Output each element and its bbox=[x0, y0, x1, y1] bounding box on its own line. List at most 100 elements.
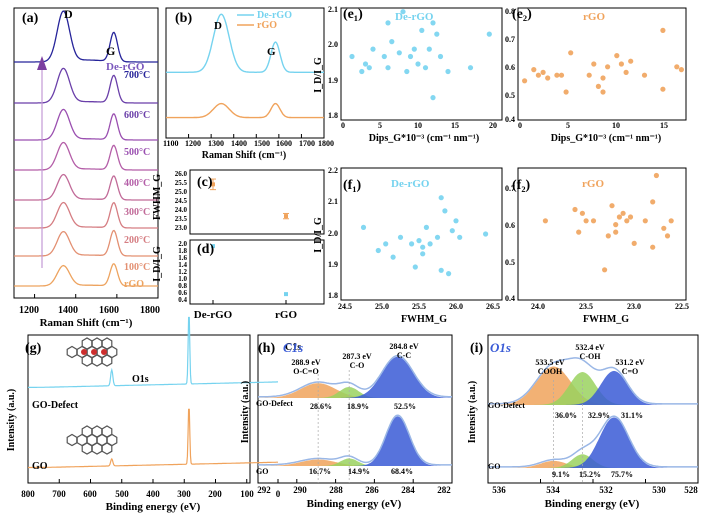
panel-i-peak-name: COOH bbox=[538, 367, 563, 376]
data-point bbox=[407, 53, 414, 60]
data-point bbox=[446, 271, 452, 277]
panel-b-xtick: 1600 bbox=[276, 139, 292, 148]
panel-f2-frame bbox=[517, 167, 687, 301]
panel-c-frame bbox=[189, 169, 325, 235]
data-point bbox=[375, 247, 381, 254]
panel-a-label: (a) bbox=[22, 11, 39, 26]
panel-b-label: (b) bbox=[175, 11, 192, 26]
panel-i-trace-label-defect: GO-Defect bbox=[488, 401, 525, 410]
panel-e1-xtick: 20 bbox=[489, 121, 497, 130]
panel-a-temp-200: 200°C bbox=[124, 235, 150, 246]
data-point bbox=[616, 214, 623, 220]
data-point bbox=[568, 50, 574, 56]
panel-f1-frame bbox=[340, 167, 503, 301]
panel-h-xtick: 288 bbox=[329, 485, 343, 495]
data-point bbox=[660, 86, 666, 92]
panel-d-ytick: 1.8 bbox=[178, 247, 187, 255]
panel-a-peak-g: G bbox=[106, 44, 115, 58]
panel-g-trace-label-go: GO bbox=[32, 461, 48, 472]
o1s-go-component bbox=[488, 460, 698, 468]
panel-c-ytick: 24.0 bbox=[175, 206, 188, 214]
data-point bbox=[385, 20, 391, 26]
panel-i-pct: 36.0% bbox=[555, 411, 577, 420]
data-point bbox=[576, 229, 582, 235]
data-point bbox=[396, 50, 402, 56]
panel-f1-ytick: 1.9 bbox=[328, 260, 338, 269]
panel-c-ytick: 23.5 bbox=[175, 215, 188, 223]
panel-f1-ytick: 2.1 bbox=[328, 197, 338, 206]
data-point bbox=[438, 267, 444, 273]
data-point bbox=[579, 210, 586, 216]
panel-h-peak-name: C-O bbox=[350, 361, 365, 370]
data-point bbox=[624, 218, 630, 224]
data-point bbox=[605, 233, 611, 239]
data-point bbox=[563, 89, 569, 95]
defect-site-icon bbox=[91, 349, 97, 355]
data-point bbox=[438, 195, 444, 201]
data-point bbox=[359, 68, 365, 75]
panel-f2-ytick: 0.4 bbox=[505, 294, 515, 303]
data-point bbox=[642, 218, 648, 224]
panel-b-peak-g: G bbox=[267, 46, 276, 58]
panel-h-trace-label-defect: GO-Defect bbox=[256, 399, 293, 408]
panel-f1-xtick: 26.5 bbox=[486, 302, 500, 311]
c1s-defect-component bbox=[258, 356, 452, 398]
data-point bbox=[411, 46, 417, 52]
panel-g-xtick: 400 bbox=[146, 489, 160, 499]
data-point bbox=[627, 214, 634, 220]
data-point bbox=[349, 53, 355, 60]
panel-e1-ytick: 2.1 bbox=[328, 5, 338, 14]
panel-c-ytick: 25.0 bbox=[175, 188, 188, 196]
panel-h-xlabel: Binding energy (eV) bbox=[307, 498, 402, 510]
panel-a-xtick: 1200 bbox=[19, 305, 39, 316]
raman-curve bbox=[14, 201, 158, 229]
panel-c-ytick: 26.0 bbox=[175, 170, 188, 178]
panel-e1-xtick: 15 bbox=[451, 121, 459, 130]
raman-curve bbox=[14, 108, 158, 141]
data-point bbox=[554, 72, 560, 78]
panel-h-peak-energy: 287.3 eV bbox=[342, 352, 372, 361]
raman-curve bbox=[14, 173, 158, 201]
hexagon bbox=[66, 433, 78, 447]
panel-e1-ytick: 2.0 bbox=[328, 40, 338, 49]
data-point bbox=[434, 234, 441, 240]
graphene-defect-molecule-icon bbox=[66, 337, 118, 367]
o1s-defect-component bbox=[488, 366, 698, 405]
panel-e1-ytick: 1.8 bbox=[328, 111, 338, 120]
panel-e1-frame bbox=[340, 7, 503, 121]
data-point bbox=[442, 208, 448, 214]
data-point bbox=[383, 241, 389, 247]
panel-g-ylabel: Intensity (a.u.) bbox=[6, 389, 17, 452]
data-point bbox=[419, 27, 425, 33]
data-point bbox=[415, 61, 421, 67]
panel-d-ytick: 0.6 bbox=[178, 289, 187, 297]
xps-survey-curve bbox=[28, 408, 278, 469]
defect-site-icon bbox=[101, 349, 107, 355]
data-point bbox=[623, 69, 629, 75]
panel-h-peak-energy: 284.8 eV bbox=[389, 342, 419, 351]
raman-curve bbox=[14, 263, 158, 287]
data-point bbox=[600, 89, 606, 95]
raman-curve bbox=[14, 229, 158, 257]
panel-i-peak-name: C-OH bbox=[580, 352, 602, 361]
panel-f2-xtick: 23.0 bbox=[627, 302, 641, 311]
data-point bbox=[631, 240, 637, 246]
panel-b-legend-rgo: rGO bbox=[257, 20, 277, 31]
panel-d-ytick: 1.2 bbox=[178, 268, 187, 276]
panel-d-frame bbox=[189, 239, 325, 305]
data-point bbox=[558, 72, 565, 78]
arrow-head-icon bbox=[37, 56, 47, 70]
data-point bbox=[591, 61, 597, 67]
panel-f2-ytick: 0.5 bbox=[505, 258, 515, 267]
panel-h-peak-name: O-C=O bbox=[293, 367, 318, 376]
data-point bbox=[674, 64, 680, 70]
panel-g-xtick: 300 bbox=[177, 489, 191, 499]
data-point bbox=[423, 224, 429, 230]
raman-curve bbox=[166, 102, 324, 119]
panel-g-xtick: 800 bbox=[21, 489, 35, 499]
panel-e1-label: (e₁) bbox=[343, 7, 363, 22]
panel-a-temp-500: 500°C bbox=[124, 147, 150, 158]
panel-e2-ytick: 0.5 bbox=[505, 91, 515, 100]
panel-h-trace-label-go: GO bbox=[256, 467, 268, 476]
panel-b-legend-de-rgo: De-rGO bbox=[257, 10, 292, 21]
